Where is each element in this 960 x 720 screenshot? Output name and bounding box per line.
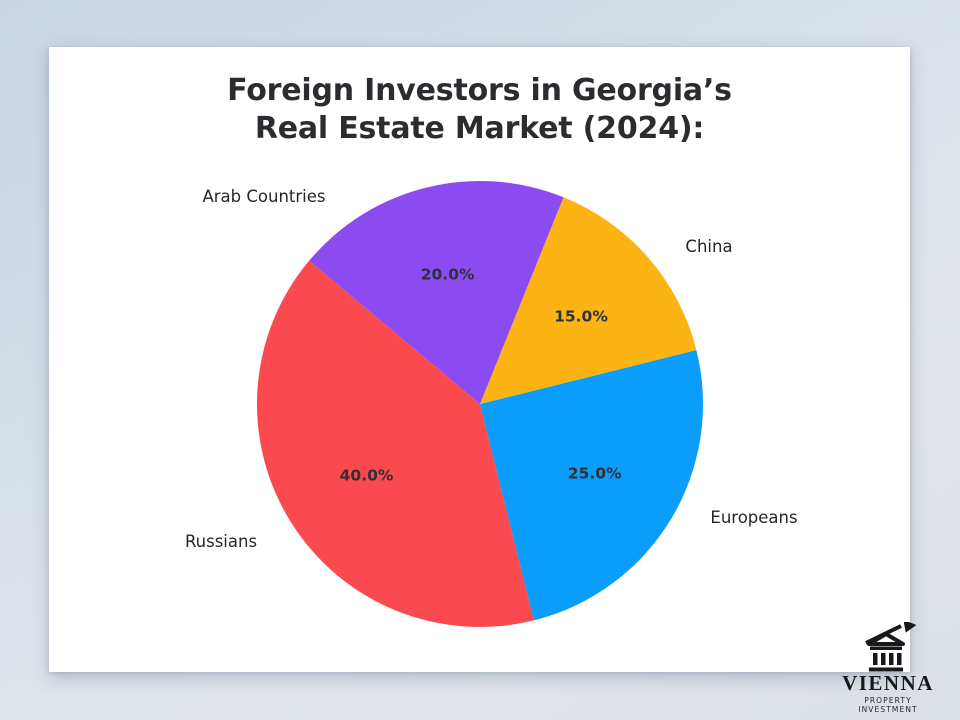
pie-slice-russians — [256, 260, 534, 628]
bank-building-growth-arrow-icon — [865, 622, 917, 672]
percent-label-arab-countries: 20.0% — [421, 266, 475, 284]
category-label-europeans: Europeans — [710, 508, 797, 527]
percent-label-russians: 40.0% — [340, 466, 394, 484]
vienna-logo: VIENNA PROPERTY INVESTMENT — [836, 622, 940, 714]
chart-title-line1: Foreign Investors in Georgia’s — [227, 73, 732, 108]
logo-name: VIENNA — [842, 671, 934, 695]
logo-tagline: PROPERTY INVESTMENT — [858, 696, 918, 714]
percent-label-europeans: 25.0% — [568, 464, 622, 482]
chart-title-line2: Real Estate Market (2024): — [254, 111, 705, 146]
pie-slice-china — [480, 197, 697, 404]
percent-label-china: 15.0% — [554, 308, 608, 326]
chart-title: Foreign Investors in Georgia’s Real Esta… — [49, 72, 910, 148]
category-label-russians: Russians — [185, 532, 257, 551]
category-label-arab-countries: Arab Countries — [202, 187, 325, 206]
category-label-china: China — [685, 237, 732, 256]
pie-slice-arab-countries — [309, 181, 564, 404]
pie-slice-europeans — [480, 350, 703, 621]
